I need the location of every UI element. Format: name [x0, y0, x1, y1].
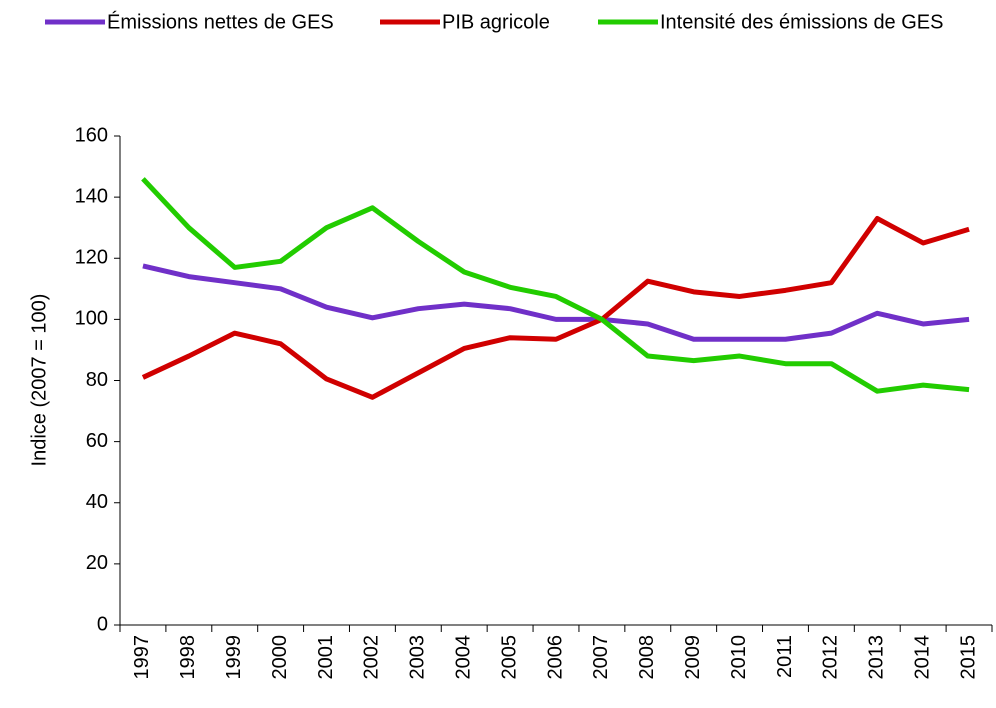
y-tick-label: 120: [75, 247, 108, 269]
y-tick-label: 140: [75, 185, 108, 207]
y-tick-label: 20: [86, 552, 108, 574]
x-tick-label: 2006: [544, 635, 566, 680]
x-tick-label: 2015: [957, 635, 979, 680]
x-tick-label: 2008: [636, 635, 658, 680]
x-tick-label: 2000: [269, 635, 291, 680]
x-tick-label: 1999: [223, 635, 245, 680]
legend-label: PIB agricole: [442, 11, 550, 33]
y-tick-label: 80: [86, 369, 108, 391]
x-tick-label: 2011: [774, 635, 796, 678]
series-line: [141, 177, 970, 394]
x-tick-label: 2010: [728, 635, 750, 680]
x-tick-label: 2002: [361, 635, 383, 680]
x-tick-label: 1997: [131, 635, 153, 680]
y-tick-label: 100: [75, 308, 108, 330]
x-tick-label: 2013: [866, 635, 888, 680]
series-line: [141, 216, 970, 400]
x-tick-label: 2014: [911, 635, 933, 680]
legend-label: Émissions nettes de GES: [107, 10, 334, 33]
y-tick-label: 0: [97, 613, 108, 635]
y-tick-label: 60: [86, 430, 108, 452]
x-tick-label: 2004: [452, 635, 474, 680]
x-tick-label: 2007: [590, 635, 612, 680]
y-tick-label: 160: [75, 124, 108, 146]
x-tick-label: 1998: [177, 635, 199, 680]
y-axis-label: Indice (2007 = 100): [28, 294, 50, 467]
y-tick-label: 40: [86, 491, 108, 513]
x-tick-label: 2003: [407, 635, 429, 680]
x-tick-label: 2009: [682, 635, 704, 680]
x-tick-label: 2005: [498, 635, 520, 680]
x-tick-label: 2001: [315, 635, 337, 680]
legend-label: Intensité des émissions de GES: [660, 11, 943, 33]
x-tick-label: 2012: [820, 635, 842, 680]
series-line: [142, 263, 970, 342]
